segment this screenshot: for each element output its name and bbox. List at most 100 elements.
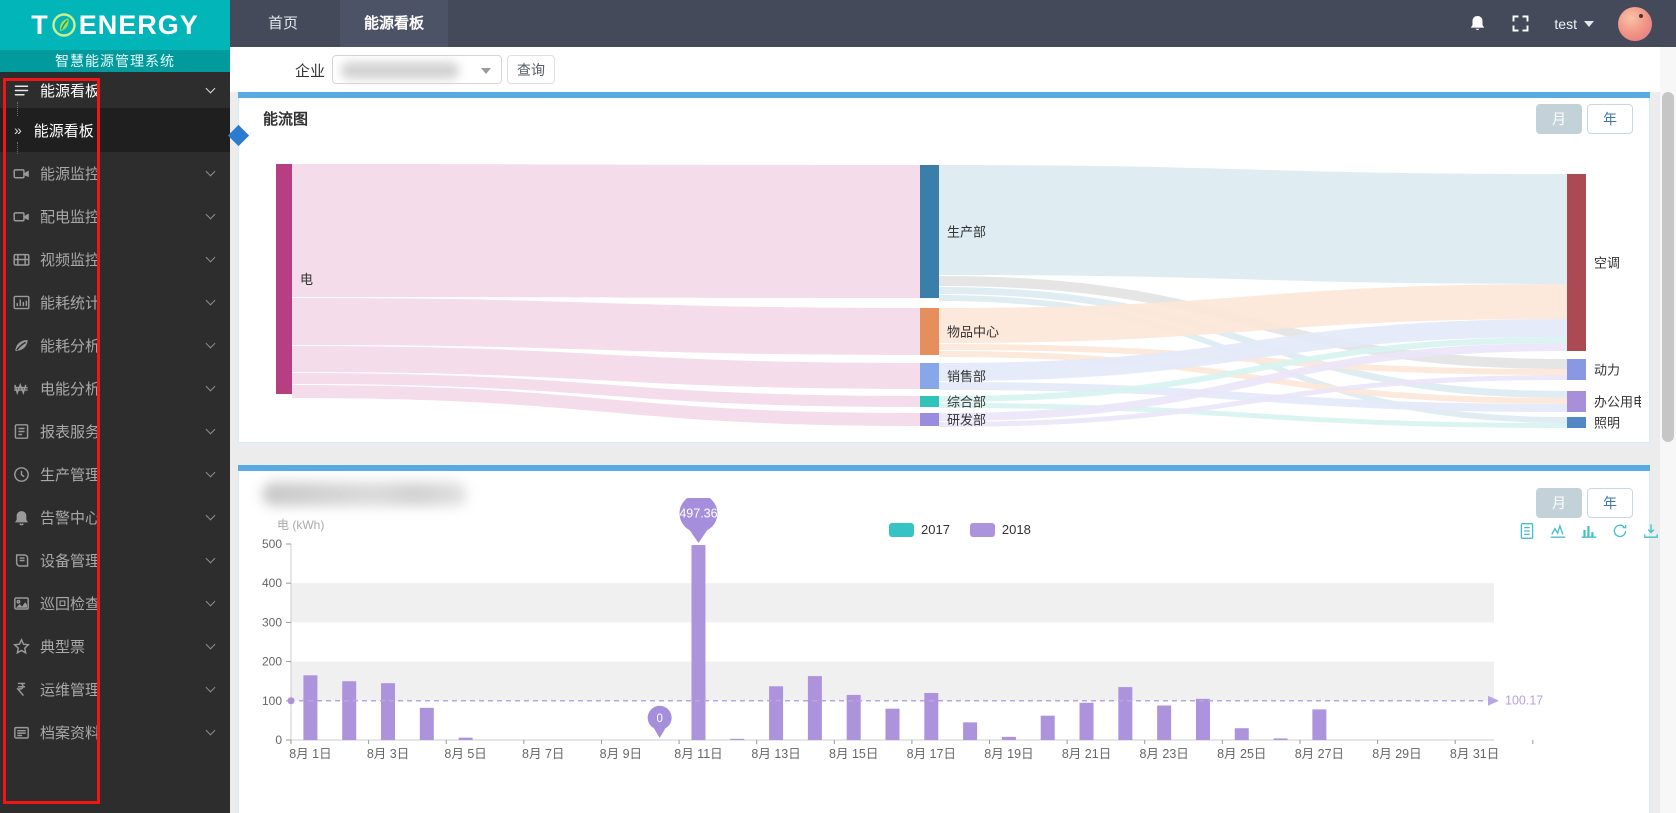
sankey-link-销售部-空调[interactable]: [939, 319, 1567, 381]
sankey-node[interactable]: [920, 308, 939, 355]
fullscreen-icon[interactable]: [1511, 14, 1530, 33]
line-chart-icon[interactable]: [1549, 522, 1567, 540]
sankey-link-物品中心-办公用电[interactable]: [939, 351, 1567, 404]
sankey-node[interactable]: [1567, 417, 1586, 428]
month-toggle-button[interactable]: 月: [1536, 104, 1582, 134]
bar-day-24[interactable]: [1195, 698, 1210, 740]
sidebar-item-1[interactable]: 能源监控: [0, 152, 230, 195]
bell-icon[interactable]: [1468, 14, 1487, 33]
sidebar-item-0[interactable]: 能源看板: [0, 72, 230, 108]
bell-icon: [14, 511, 29, 526]
bar-day-20[interactable]: [1040, 715, 1055, 740]
year-toggle-button[interactable]: 年: [1587, 488, 1633, 518]
sidebar-item-3[interactable]: 视频监控: [0, 238, 230, 281]
sankey-link-电-物品中心[interactable]: [292, 298, 920, 355]
tab-energy-dashboard[interactable]: 能源看板: [340, 0, 449, 47]
bar-day-2[interactable]: [342, 681, 357, 740]
user-menu[interactable]: test: [1554, 16, 1594, 32]
query-button[interactable]: 查询: [507, 55, 555, 84]
bar-day-21[interactable]: [1079, 702, 1094, 740]
sankey-node[interactable]: [1567, 174, 1586, 351]
sidebar-item-10[interactable]: 设备管理: [0, 539, 230, 582]
sidebar-item-label: 能源监控: [40, 166, 101, 183]
legend-item-2017[interactable]: 2017: [889, 522, 950, 537]
bar-day-23[interactable]: [1157, 705, 1172, 740]
sidebar-item-label: 典型票: [40, 639, 86, 656]
bar-day-17[interactable]: [924, 692, 939, 740]
x-tick-label: 8月 13日: [751, 747, 800, 761]
x-tick-label: 8月 17日: [907, 747, 956, 761]
sankey-node[interactable]: [1567, 359, 1586, 380]
sankey-node[interactable]: [920, 165, 939, 298]
avatar[interactable]: [1618, 6, 1652, 41]
sidebar-item-5[interactable]: 能耗分析: [0, 324, 230, 367]
bar-day-13[interactable]: [769, 686, 784, 740]
bar-chart-icon[interactable]: [1580, 522, 1598, 540]
sankey-link-电-研发部[interactable]: [292, 385, 920, 426]
bar-day-5[interactable]: [458, 737, 473, 740]
sidebar-subitem-能源看板[interactable]: » 能源看板: [0, 102, 230, 154]
sankey-node[interactable]: [920, 363, 939, 389]
sankey-link-电-生产部[interactable]: [292, 164, 920, 298]
bar-day-14[interactable]: [807, 676, 822, 740]
sankey-link-电-综合部[interactable]: [292, 373, 920, 407]
sankey-link-物品中心-动力[interactable]: [939, 344, 1567, 375]
x-tick-label: 8月 15日: [829, 747, 878, 761]
sidebar-item-8[interactable]: 生产管理: [0, 453, 230, 496]
enterprise-select[interactable]: [332, 55, 502, 84]
sankey-link-研发部-空调[interactable]: [939, 343, 1567, 421]
sankey-node[interactable]: [920, 396, 939, 407]
bar-day-16[interactable]: [885, 708, 900, 740]
bar-day-12[interactable]: [730, 738, 745, 740]
bar-day-27[interactable]: [1312, 709, 1327, 740]
sidebar-item-7[interactable]: 报表服务: [0, 410, 230, 453]
sidebar-item-13[interactable]: 运维管理: [0, 668, 230, 711]
sidebar-item-9[interactable]: 告警中心: [0, 496, 230, 539]
sankey-link-综合部-空调[interactable]: [939, 337, 1567, 402]
scrollbar-thumb[interactable]: [1662, 92, 1674, 442]
bar-day-26[interactable]: [1273, 738, 1288, 740]
bar-day-22[interactable]: [1118, 687, 1133, 740]
bar-day-3[interactable]: [381, 683, 396, 740]
sankey-node[interactable]: [1567, 391, 1586, 412]
bar-day-15[interactable]: [846, 694, 861, 740]
legend-item-2018[interactable]: 2018: [969, 522, 1031, 537]
sidebar-item-4[interactable]: 能耗统计: [0, 281, 230, 324]
sankey-node-label: 生产部: [947, 225, 986, 240]
year-toggle-button[interactable]: 年: [1587, 104, 1633, 134]
y-tick-label: 200: [262, 655, 282, 669]
download-icon[interactable]: [1642, 522, 1660, 540]
bar-day-11[interactable]: [691, 545, 706, 740]
sankey-node[interactable]: [276, 164, 292, 394]
chevron-down-icon: [205, 596, 216, 607]
sidebar-item-label: 告警中心: [40, 510, 101, 527]
restore-icon[interactable]: [1611, 522, 1629, 540]
data-view-icon[interactable]: [1518, 522, 1536, 540]
tab-home[interactable]: 首页: [268, 15, 299, 32]
star-icon: [13, 638, 30, 655]
x-tick-label: 8月 9日: [600, 747, 642, 761]
sankey-link-电-销售部[interactable]: [292, 346, 920, 389]
sankey-node[interactable]: [920, 413, 939, 426]
sidebar-item-11[interactable]: 巡回检查: [0, 582, 230, 625]
sankey-link-销售部-办公用电[interactable]: [939, 382, 1567, 412]
sidebar-item-6[interactable]: 电能分析: [0, 367, 230, 410]
leaf-logo-icon: [52, 13, 76, 37]
month-toggle-button[interactable]: 月: [1536, 488, 1582, 518]
sankey-link-物品中心-空调[interactable]: [939, 284, 1567, 343]
average-line-dot: [287, 697, 295, 705]
bar-day-25[interactable]: [1234, 728, 1249, 740]
chart-icon: [13, 295, 30, 310]
bar-day-18[interactable]: [963, 722, 978, 740]
sidebar-item-12[interactable]: 典型票: [0, 625, 230, 668]
bar-day-1[interactable]: [303, 675, 318, 740]
bar-day-4[interactable]: [419, 707, 434, 740]
navbar-right: test: [1468, 0, 1652, 47]
bar-day-19[interactable]: [1001, 736, 1016, 740]
sankey-link-研发部-动力[interactable]: [939, 375, 1567, 427]
sidebar-item-2[interactable]: 配电监控: [0, 195, 230, 238]
sankey-link-生产部-空调[interactable]: [939, 165, 1567, 284]
chevron-down-icon: [205, 553, 216, 564]
bar-chart: 0 100 200 300 400 500 电 (kWh) 8月 1日 8月 3日 8月 5日 8月…: [262, 498, 1543, 761]
sidebar-item-14[interactable]: 档案资料: [0, 711, 230, 754]
